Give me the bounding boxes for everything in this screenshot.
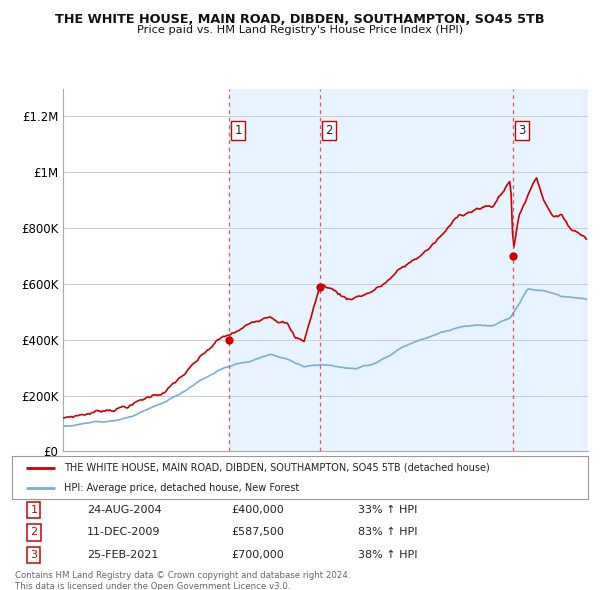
Text: 2: 2 [31,527,37,537]
Text: HPI: Average price, detached house, New Forest: HPI: Average price, detached house, New … [64,483,299,493]
Text: 2: 2 [325,124,333,137]
Bar [229,88,320,451]
Text: THE WHITE HOUSE, MAIN ROAD, DIBDEN, SOUTHAMPTON, SO45 5TB: THE WHITE HOUSE, MAIN ROAD, DIBDEN, SOUT… [55,13,545,26]
Bar [320,88,513,451]
Text: 3: 3 [518,124,526,137]
Text: 38% ↑ HPI: 38% ↑ HPI [358,550,417,560]
Text: 33% ↑ HPI: 33% ↑ HPI [358,505,417,515]
Text: £700,000: £700,000 [231,550,284,560]
Text: 1: 1 [31,505,37,515]
Bar [513,88,588,451]
Text: THE WHITE HOUSE, MAIN ROAD, DIBDEN, SOUTHAMPTON, SO45 5TB (detached house): THE WHITE HOUSE, MAIN ROAD, DIBDEN, SOUT… [64,463,490,473]
Text: 1: 1 [234,124,242,137]
Text: £400,000: £400,000 [231,505,284,515]
Text: Contains HM Land Registry data © Crown copyright and database right 2024.
This d: Contains HM Land Registry data © Crown c… [15,571,350,590]
Text: 3: 3 [31,550,37,560]
Text: 24-AUG-2004: 24-AUG-2004 [87,505,161,515]
Text: 83% ↑ HPI: 83% ↑ HPI [358,527,417,537]
Text: Price paid vs. HM Land Registry's House Price Index (HPI): Price paid vs. HM Land Registry's House … [137,25,463,35]
Text: £587,500: £587,500 [231,527,284,537]
Text: 25-FEB-2021: 25-FEB-2021 [87,550,158,560]
Text: 11-DEC-2009: 11-DEC-2009 [87,527,160,537]
